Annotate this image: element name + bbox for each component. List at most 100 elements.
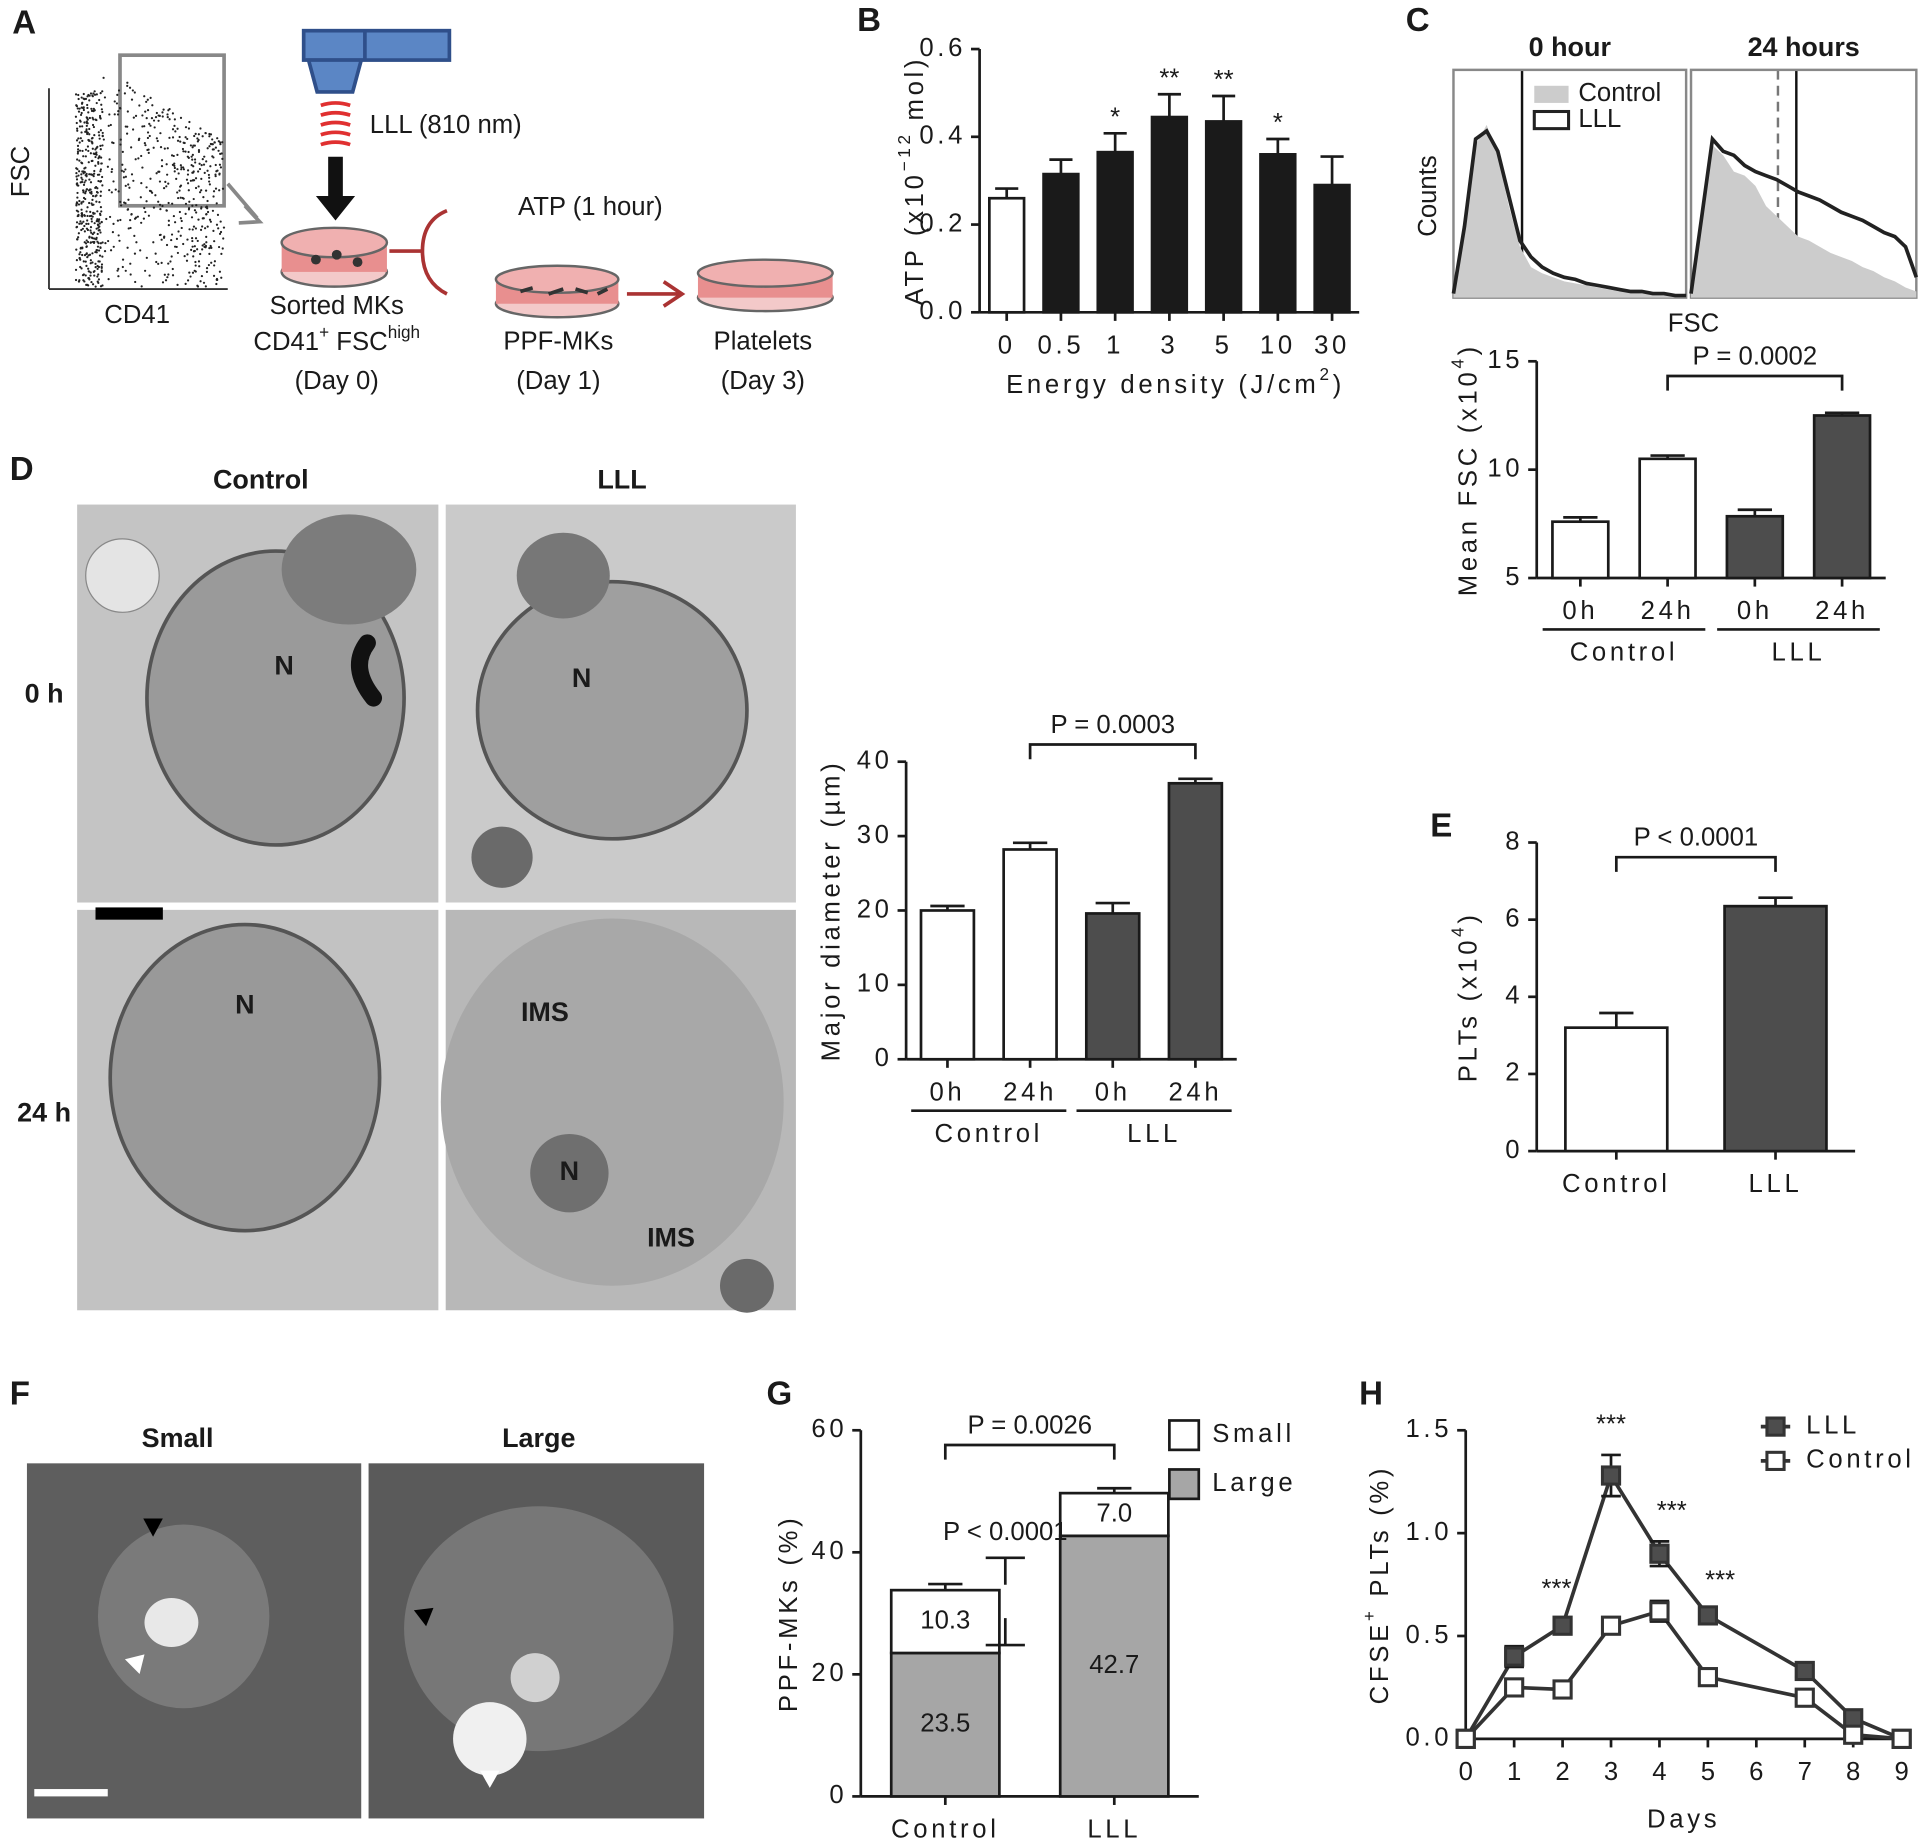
flow-dot <box>101 131 104 135</box>
flow-dot <box>218 232 222 235</box>
flow-dot <box>84 197 87 201</box>
legend-label: LLL <box>1806 1411 1860 1439</box>
laser-beam <box>320 101 351 147</box>
group-label: Control <box>934 1120 1043 1148</box>
flow-dot <box>76 191 79 195</box>
flow-dot <box>222 226 226 229</box>
flow-dot <box>160 165 164 168</box>
flow-dot <box>81 139 84 142</box>
flow-dot <box>108 215 112 219</box>
flow-dot <box>78 199 81 203</box>
flow-dot <box>192 197 195 201</box>
label: ATP (1 hour) <box>518 193 663 221</box>
cell <box>516 532 610 619</box>
flow-dot <box>216 137 219 140</box>
flow-dot <box>100 269 103 272</box>
flow-dot <box>99 231 102 234</box>
flow-dot <box>219 141 222 144</box>
flow-dot <box>186 182 190 185</box>
flow-dot <box>176 139 180 142</box>
flow-dot <box>76 214 79 218</box>
flow-dot <box>101 184 104 187</box>
flow-dot <box>92 211 95 214</box>
flow-dot <box>117 190 120 193</box>
flow-dot <box>121 163 124 166</box>
image-label: N <box>274 651 293 681</box>
flow-dot <box>162 187 166 190</box>
flow-dot <box>101 135 104 138</box>
flow-dot <box>90 107 93 110</box>
flow-dot <box>145 200 148 203</box>
flow-dot <box>90 137 94 140</box>
cell-body <box>510 1653 560 1703</box>
flow-dot <box>94 155 97 159</box>
flow-dot <box>165 243 169 247</box>
flow-dot <box>74 115 78 118</box>
flow-dot <box>84 242 88 245</box>
label-part: CD41 <box>253 328 319 356</box>
flow-dot <box>75 225 79 228</box>
x-tick-label: 5 <box>1701 1758 1715 1786</box>
panel-title: 24 hours <box>1748 32 1860 62</box>
flow-dot <box>146 136 150 140</box>
flow-dot <box>83 98 86 101</box>
flow-dot <box>129 219 132 222</box>
flow-dot <box>185 178 189 181</box>
flow-dot <box>197 133 200 136</box>
flow-dot <box>193 245 196 248</box>
axis-title-part: ) <box>1454 911 1482 923</box>
flow-dot <box>197 260 201 263</box>
flow-dot <box>110 170 113 173</box>
flow-dot <box>100 156 103 159</box>
flow-dot <box>87 270 90 273</box>
flow-dot <box>85 245 88 248</box>
y-tick-label: 20 <box>811 1659 847 1687</box>
flow-dot <box>79 120 82 123</box>
flow-dot <box>209 220 212 223</box>
flow-dot <box>83 121 86 124</box>
flow-dot <box>105 217 108 221</box>
flow-dot <box>107 239 110 243</box>
flow-dot <box>112 180 115 183</box>
flow-dot <box>150 191 154 194</box>
x-tick-label: 4 <box>1652 1758 1666 1786</box>
group-label: LLL <box>1772 639 1826 667</box>
flow-dot <box>206 199 209 203</box>
flow-dot <box>123 92 126 95</box>
flow-dot <box>191 271 195 274</box>
x-tick-label: 0 <box>1459 1758 1473 1786</box>
flow-dot <box>84 192 87 195</box>
flow-dot <box>109 123 112 127</box>
flow-dot <box>90 202 93 205</box>
group-label: Control <box>1570 639 1679 667</box>
flow-dot <box>151 104 154 107</box>
flow-dot <box>217 227 220 230</box>
label-sup: high <box>388 322 420 342</box>
flow-dot <box>215 282 218 286</box>
y-tick-label: 20 <box>857 895 893 923</box>
flow-dot <box>117 275 120 278</box>
flow-dot <box>86 206 89 209</box>
flow-dot <box>213 260 217 263</box>
label: (Day 3) <box>721 367 805 395</box>
flow-dot <box>155 111 158 115</box>
flow-dot <box>97 281 100 285</box>
comparison-marker <box>985 1556 1025 1647</box>
flow-dot <box>120 169 123 172</box>
arrowhead <box>143 1518 163 1537</box>
flow-dot <box>200 177 203 180</box>
axis-title: Major diameter (µm) <box>817 760 845 1062</box>
flow-dot <box>193 158 197 161</box>
flow-dot <box>102 138 105 141</box>
flow-dot <box>194 227 198 230</box>
flow-dot <box>196 137 199 140</box>
flow-dot <box>201 244 204 247</box>
flow-dot <box>76 127 79 130</box>
flow-dot <box>87 222 90 226</box>
flow-dot <box>161 111 164 114</box>
flow-dot <box>79 181 82 184</box>
flow-dot <box>83 181 86 184</box>
axis-title: CFSE+ PLTs (%) <box>1359 1465 1394 1705</box>
y-tick-label: 0 <box>829 1781 847 1809</box>
flow-dot <box>99 190 102 193</box>
